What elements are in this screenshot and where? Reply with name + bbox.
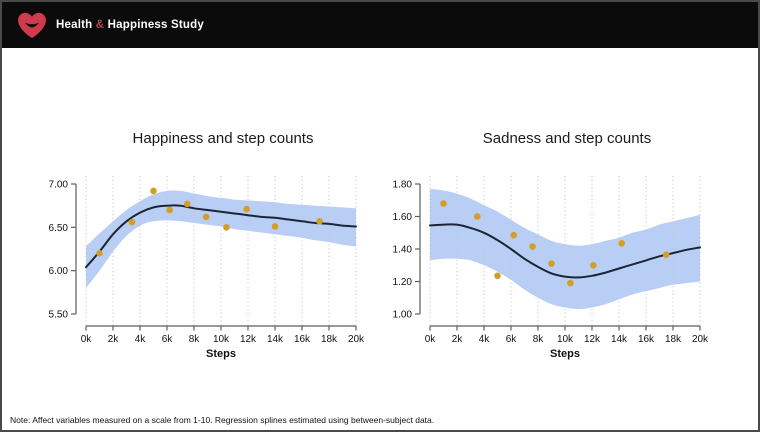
data-point <box>202 213 210 221</box>
data-point <box>243 205 250 213</box>
data-point <box>183 200 191 208</box>
x-tick-label: 4k <box>135 334 147 345</box>
data-point <box>316 217 323 225</box>
data-point <box>510 231 517 239</box>
y-tick-label: 6.00 <box>49 266 69 277</box>
sadness-chart-panel: Sadness and step counts 1.80 1.60 1.40 1.20… <box>390 128 726 366</box>
confidence-band <box>86 190 356 288</box>
x-tick-label: 20k <box>348 334 365 345</box>
data-point <box>223 224 230 231</box>
x-tick-label: 12k <box>240 334 257 345</box>
x-tick-label: 10k <box>213 334 230 345</box>
sadness-chart-canvas: 1.80 1.60 1.40 1.20 1.00 0k 2k 4k 6k 8k 10k 12k 14k 1… <box>393 176 709 360</box>
app-title: Health & Happiness Study <box>56 19 204 31</box>
x-tick-label: 4k <box>479 334 491 345</box>
happiness-chart-title: Happiness and step counts <box>132 130 314 147</box>
x-tick-label: 16k <box>294 334 311 345</box>
x-tick-label: 0k <box>425 334 437 345</box>
footnote: Note: Affect variables measured on a sca… <box>10 415 435 425</box>
data-point <box>662 251 670 258</box>
data-point <box>96 250 103 257</box>
x-tick-label: 2k <box>108 334 120 345</box>
happiness-chart-panel: Happiness and step counts 7.00 6.50 6.00 5.… <box>46 128 382 366</box>
data-point <box>440 200 447 207</box>
x-tick-label: 18k <box>665 334 682 345</box>
y-tick-label: 7.00 <box>49 180 69 191</box>
data-point <box>494 272 501 280</box>
x-tick-label: 2k <box>452 334 464 345</box>
x-tick-label: 12k <box>584 334 601 345</box>
app-header: Health & Happiness Study <box>2 2 758 48</box>
regression-spline <box>429 223 701 279</box>
x-tick-label: 8k <box>189 334 201 345</box>
data-point <box>473 213 481 220</box>
y-tick-label: 5.50 <box>49 310 69 321</box>
data-point <box>590 261 597 269</box>
app-title-pre: Health <box>56 19 96 31</box>
sadness-chart-title: Sadness and step counts <box>482 130 652 147</box>
x-tick-label: 6k <box>506 334 518 345</box>
app-title-ampersand: & <box>95 19 105 31</box>
x-tick-label: 0k <box>81 334 93 345</box>
y-tick-label: 1.20 <box>393 277 413 288</box>
app-title-post: Happiness Study <box>104 19 204 31</box>
data-point <box>271 223 279 230</box>
x-tick-label: 14k <box>267 334 284 345</box>
data-point <box>567 279 574 287</box>
y-tick-label: 6.50 <box>49 223 69 234</box>
data-point <box>618 240 625 247</box>
heart-smile-logo-icon <box>18 12 46 38</box>
x-tick-label: 20k <box>692 334 709 345</box>
y-tick-label: 1.40 <box>393 245 413 256</box>
x-tick-label: 14k <box>611 334 628 345</box>
x-axis-label: Steps <box>206 348 236 360</box>
x-tick-label: 16k <box>638 334 655 345</box>
data-point <box>128 218 136 226</box>
data-point <box>548 260 555 267</box>
happiness-chart-canvas: 7.00 6.50 6.00 5.50 0k 2k 4k 6k 8k 10k 12k 14k 16k 18… <box>49 176 365 360</box>
y-tick-label: 1.00 <box>393 310 413 321</box>
x-axis-label: Steps <box>550 348 580 360</box>
data-point <box>166 206 173 214</box>
data-point <box>150 187 157 195</box>
data-point <box>529 243 536 250</box>
x-tick-label: 8k <box>533 334 545 345</box>
x-tick-label: 10k <box>557 334 574 345</box>
regression-spline <box>85 204 357 269</box>
x-tick-label: 6k <box>162 334 174 345</box>
y-tick-label: 1.80 <box>393 180 413 191</box>
x-tick-label: 18k <box>321 334 338 345</box>
y-tick-label: 1.60 <box>393 212 413 223</box>
